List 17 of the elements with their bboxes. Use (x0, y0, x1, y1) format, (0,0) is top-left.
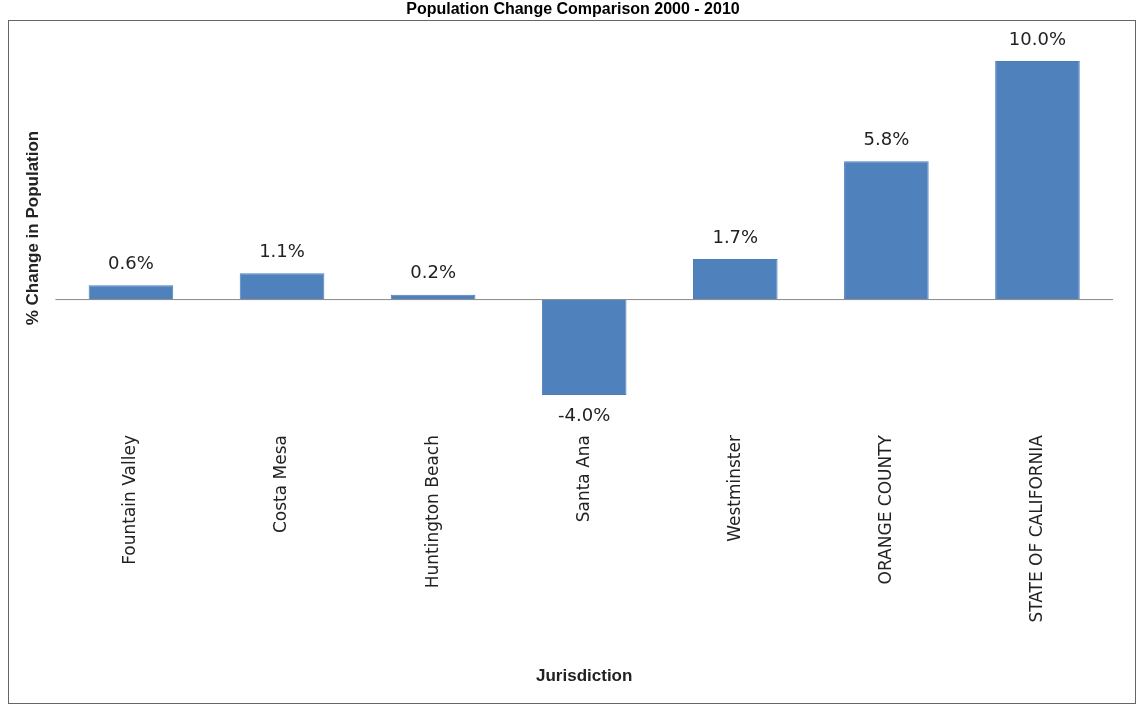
data-label: 1.7% (712, 225, 759, 247)
data-label: 1.1% (259, 240, 305, 262)
y-axis-title: % Change in Population (22, 130, 42, 326)
x-tick-label: ORANGE COUNTY (874, 434, 895, 585)
x-tick-label: STATE OF CALIFORNIA (1025, 434, 1046, 623)
chart-title: Population Change Comparison 2000 - 2010 (405, 0, 741, 18)
x-axis-title: Jurisdiction (536, 666, 633, 686)
data-label: 10.0% (1008, 27, 1067, 49)
x-tick-label: Huntington Beach (421, 435, 442, 589)
x-tick-label: Santa Ana (572, 435, 593, 523)
x-tick-label: Costa Mesa (270, 435, 291, 534)
data-label: 0.6% (108, 251, 154, 273)
data-label: 0.2% (410, 261, 456, 283)
data-label: 5.8% (863, 127, 910, 149)
x-tick-label: Westminster (723, 435, 744, 542)
data-label: -4.0% (558, 403, 611, 425)
x-tick-label: Fountain Valley (119, 435, 140, 565)
